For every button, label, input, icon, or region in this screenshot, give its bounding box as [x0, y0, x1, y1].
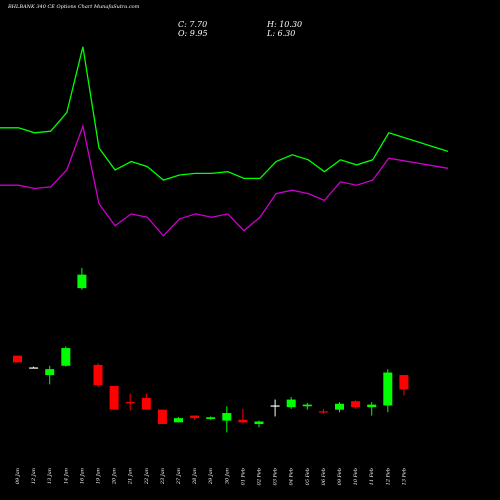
- candle: [238, 408, 248, 424]
- x-tick-label: 13 Feb: [401, 468, 407, 485]
- candle-body: [318, 411, 328, 413]
- candle-body: [190, 415, 200, 419]
- candle-body: [254, 421, 264, 425]
- candle-body: [29, 367, 39, 369]
- x-tick-label: 27 Jan: [176, 468, 182, 485]
- candle: [318, 408, 328, 414]
- candle-body: [174, 418, 183, 423]
- x-tick-label: 04 Feb: [289, 468, 295, 485]
- candle-body: [77, 274, 87, 289]
- band-lines: [0, 46, 449, 237]
- chart-title: BHLBANK 340 CE Options Chart MunafaSutra…: [8, 4, 140, 10]
- x-tick-label: 23 Jan: [160, 468, 166, 485]
- x-tick-label: 11 Feb: [369, 468, 375, 485]
- candle: [125, 393, 135, 411]
- candle-body: [109, 386, 119, 410]
- x-tick-label: 28 Jan: [192, 468, 198, 485]
- candle: [206, 416, 216, 420]
- lower-band-line: [0, 123, 449, 237]
- candle-body: [222, 413, 232, 421]
- candle: [157, 409, 167, 425]
- candle-body: [383, 372, 393, 406]
- candles: [13, 267, 409, 433]
- candle-body: [13, 355, 22, 363]
- candle: [335, 402, 344, 413]
- high-label: H: 10.30: [267, 20, 303, 29]
- candle-body: [302, 404, 312, 407]
- low-label: L: 6.30: [267, 29, 296, 38]
- x-tick-label: 02 Feb: [257, 468, 263, 485]
- x-tick-label: 06 Feb: [321, 468, 327, 485]
- candle: [286, 397, 296, 409]
- x-tick-label: 03 Feb: [273, 468, 279, 485]
- candle: [302, 402, 312, 410]
- candle: [190, 415, 200, 420]
- x-tick-label: 10 Feb: [353, 468, 359, 485]
- candle-body: [367, 404, 377, 408]
- x-tick-label: 09 Jan: [15, 468, 21, 484]
- candle: [383, 369, 393, 413]
- upper-band-line: [0, 46, 449, 181]
- candle: [254, 420, 264, 428]
- candle: [93, 363, 103, 387]
- candle-body: [93, 364, 103, 386]
- candle: [399, 375, 409, 396]
- candle: [61, 346, 71, 367]
- open-label: O: 9.95: [178, 29, 208, 38]
- candle-body: [157, 409, 167, 425]
- x-tick-label: 05 Feb: [305, 468, 311, 485]
- candle: [351, 400, 361, 409]
- candle-body: [206, 417, 216, 419]
- x-tick-label: 29 Jan: [208, 468, 214, 485]
- x-tick-label: 21 Jan: [128, 468, 134, 485]
- close-label: C: 7.70: [178, 20, 208, 29]
- candle-body: [61, 348, 71, 366]
- candle-body: [399, 375, 409, 390]
- candle: [109, 386, 119, 410]
- x-tick-label: 12 Jan: [31, 468, 37, 484]
- x-tick-label: 01 Feb: [240, 468, 246, 485]
- candle-body: [45, 369, 55, 376]
- x-tick-label: 20 Jan: [112, 468, 118, 485]
- candle: [270, 399, 280, 417]
- candle-body: [270, 405, 280, 407]
- candle: [222, 406, 232, 433]
- x-tick-label: 14 Jan: [63, 468, 69, 484]
- candle-body: [141, 397, 151, 410]
- x-axis-ticks: 09 Jan 12 Jan 13 Jan 14 Jan 16 Jan 19 Jan 20 J…: [15, 468, 407, 485]
- candle: [77, 267, 87, 290]
- candle-body: [286, 399, 296, 408]
- x-tick-label: 13 Jan: [47, 468, 53, 484]
- x-tick-label: 22 Jan: [144, 468, 150, 485]
- x-tick-label: 19 Jan: [96, 468, 102, 484]
- candle: [174, 417, 183, 423]
- candle: [141, 393, 151, 410]
- candle: [45, 365, 55, 385]
- candle-body: [238, 419, 248, 423]
- candle: [13, 355, 22, 363]
- candle: [367, 402, 377, 416]
- candle-body: [351, 401, 361, 408]
- x-tick-label: 16 Jan: [79, 468, 85, 484]
- x-tick-label: 12 Feb: [385, 468, 391, 485]
- candle-body: [125, 402, 135, 404]
- candle: [29, 366, 39, 369]
- candle-body: [335, 403, 344, 410]
- x-tick-label: 30 Jan: [224, 468, 230, 484]
- x-tick-label: 09 Feb: [337, 468, 343, 485]
